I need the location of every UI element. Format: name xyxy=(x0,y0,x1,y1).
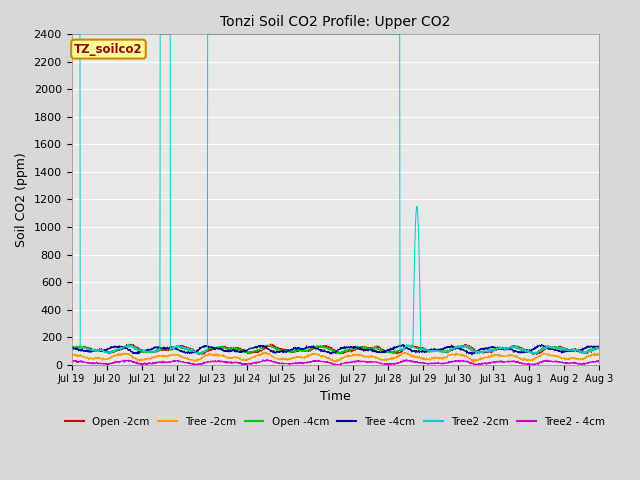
Tree2 - 4cm xyxy=(580,360,588,366)
Tree -2cm xyxy=(324,356,332,361)
Tree2 - 4cm xyxy=(595,358,603,363)
Tree -2cm xyxy=(580,357,588,362)
Open -2cm xyxy=(483,349,491,355)
Line: Tree2 -2cm: Tree2 -2cm xyxy=(72,35,599,354)
Open -4cm xyxy=(580,350,588,356)
Tree2 - 4cm xyxy=(310,358,318,364)
Line: Tree -4cm: Tree -4cm xyxy=(72,344,599,355)
Open -2cm xyxy=(580,350,588,356)
Tree2 - 4cm xyxy=(324,360,332,365)
Open -4cm xyxy=(95,347,102,352)
Open -4cm xyxy=(403,342,411,348)
Tree -4cm xyxy=(580,347,588,352)
Tree -2cm xyxy=(310,350,318,356)
Tree2 -2cm xyxy=(529,351,536,357)
Open -2cm xyxy=(95,347,102,353)
Open -2cm xyxy=(580,349,588,355)
X-axis label: Time: Time xyxy=(320,390,351,403)
Open -4cm xyxy=(310,344,318,349)
Tree2 - 4cm xyxy=(103,362,111,368)
Open -4cm xyxy=(68,345,76,350)
Tree2 - 4cm xyxy=(483,361,491,367)
Open -2cm xyxy=(267,341,275,347)
Tree -2cm xyxy=(580,356,588,362)
Tree2 - 4cm xyxy=(580,360,588,366)
Legend: Open -2cm, Tree -2cm, Open -4cm, Tree -4cm, Tree2 -2cm, Tree2 - 4cm: Open -2cm, Tree -2cm, Open -4cm, Tree -4… xyxy=(61,413,609,431)
Open -4cm xyxy=(324,346,332,352)
Tree -2cm xyxy=(483,355,491,360)
Tree2 -2cm xyxy=(324,32,332,37)
Tree2 - 4cm xyxy=(68,358,76,364)
Tree -2cm xyxy=(68,351,76,357)
Open -4cm xyxy=(483,348,491,354)
Tree -2cm xyxy=(401,349,409,355)
Tree2 -2cm xyxy=(580,349,588,355)
Y-axis label: Soil CO2 (ppm): Soil CO2 (ppm) xyxy=(15,152,28,247)
Tree -4cm xyxy=(310,345,318,350)
Tree -2cm xyxy=(95,356,102,361)
Tree2 -2cm xyxy=(310,32,318,37)
Tree2 -2cm xyxy=(595,345,603,351)
Open -4cm xyxy=(595,345,603,350)
Tree2 -2cm xyxy=(68,32,76,37)
Line: Open -4cm: Open -4cm xyxy=(72,345,599,354)
Tree -4cm xyxy=(324,348,332,354)
Tree -2cm xyxy=(595,351,603,357)
Open -4cm xyxy=(336,351,344,357)
Title: Tonzi Soil CO2 Profile: Upper CO2: Tonzi Soil CO2 Profile: Upper CO2 xyxy=(220,15,451,29)
Open -2cm xyxy=(324,344,332,350)
Tree -4cm xyxy=(468,352,476,358)
Text: TZ_soilco2: TZ_soilco2 xyxy=(74,43,143,56)
Tree -4cm xyxy=(595,343,603,349)
Open -2cm xyxy=(532,352,540,358)
Tree2 -2cm xyxy=(580,349,588,355)
Open -2cm xyxy=(310,345,318,350)
Tree -4cm xyxy=(68,345,76,351)
Tree2 -2cm xyxy=(95,348,102,354)
Tree -2cm xyxy=(332,359,339,365)
Line: Open -2cm: Open -2cm xyxy=(72,344,599,355)
Tree2 -2cm xyxy=(483,349,491,355)
Tree -4cm xyxy=(95,348,102,354)
Line: Tree -2cm: Tree -2cm xyxy=(72,352,599,362)
Line: Tree2 - 4cm: Tree2 - 4cm xyxy=(72,360,599,365)
Tree -4cm xyxy=(483,346,491,352)
Open -2cm xyxy=(68,345,76,351)
Open -2cm xyxy=(595,346,603,351)
Open -4cm xyxy=(580,349,588,355)
Tree2 - 4cm xyxy=(264,357,271,362)
Tree -4cm xyxy=(538,341,546,347)
Tree2 - 4cm xyxy=(95,360,102,366)
Tree -4cm xyxy=(580,346,588,351)
